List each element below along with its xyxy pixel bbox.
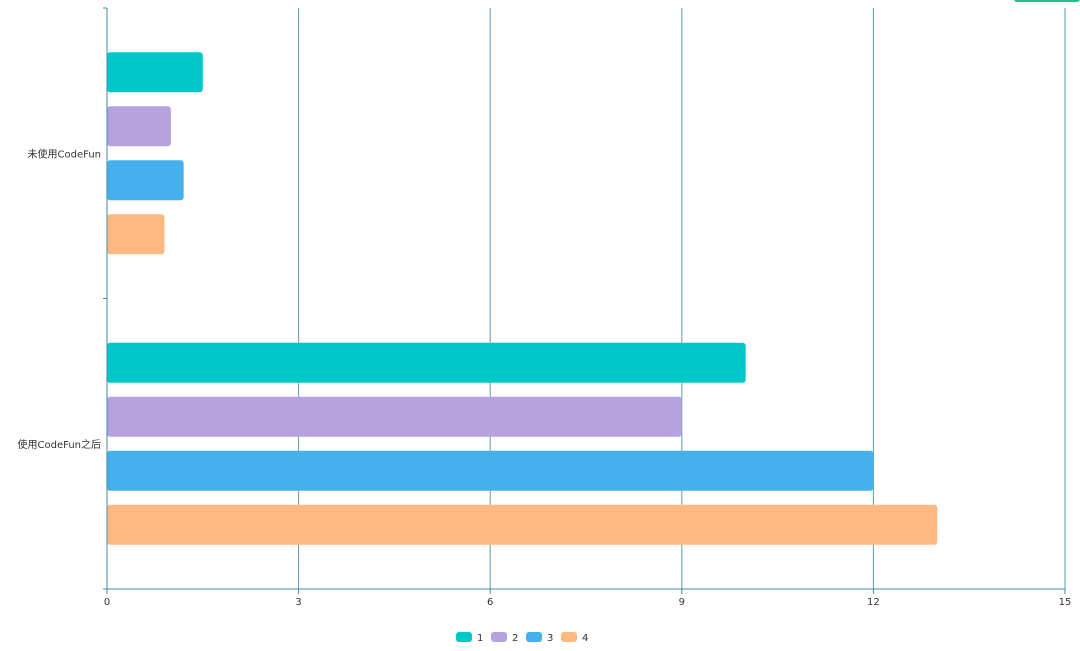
bar-after-series-1[interactable] xyxy=(107,342,746,383)
bar-before-series-3[interactable] xyxy=(107,160,184,201)
x-tick-label: 0 xyxy=(104,597,110,608)
legend-swatch xyxy=(456,632,472,642)
bar-before-series-4[interactable] xyxy=(107,214,165,255)
legend-item-4[interactable]: 4 xyxy=(561,632,588,644)
bars-layer xyxy=(107,52,938,545)
bar-before-series-2[interactable] xyxy=(107,106,171,147)
x-tick-label: 15 xyxy=(1059,597,1072,608)
legend-item-3[interactable]: 3 xyxy=(526,632,553,644)
x-tick-label: 9 xyxy=(679,597,685,608)
legend-label: 1 xyxy=(477,633,483,644)
legend-swatch xyxy=(526,632,542,642)
legend-label: 4 xyxy=(582,633,588,644)
x-tick-label: 3 xyxy=(295,597,301,608)
legend-item-1[interactable]: 1 xyxy=(456,632,483,644)
x-tick-label: 6 xyxy=(487,597,493,608)
legend-label: 2 xyxy=(512,633,518,644)
bar-after-series-3[interactable] xyxy=(107,450,874,491)
legend[interactable]: 1 2 3 4 xyxy=(456,632,588,644)
legend-swatch xyxy=(561,632,577,642)
top-accent-bar xyxy=(1014,0,1080,2)
bar-after-series-2[interactable] xyxy=(107,396,682,437)
legend-label: 3 xyxy=(547,633,553,644)
category-label: 未使用CodeFun xyxy=(28,147,101,160)
legend-item-2[interactable]: 2 xyxy=(491,632,518,644)
bar-after-series-4[interactable] xyxy=(107,504,938,545)
axis-layer: 未使用CodeFun 使用CodeFun之后 0 3 6 9 12 15 xyxy=(18,7,1072,608)
x-tick-label: 12 xyxy=(867,597,880,608)
category-label: 使用CodeFun之后 xyxy=(18,438,101,451)
legend-swatch xyxy=(491,632,507,642)
bar-before-series-1[interactable] xyxy=(107,52,203,93)
grid-layer xyxy=(298,8,1066,589)
